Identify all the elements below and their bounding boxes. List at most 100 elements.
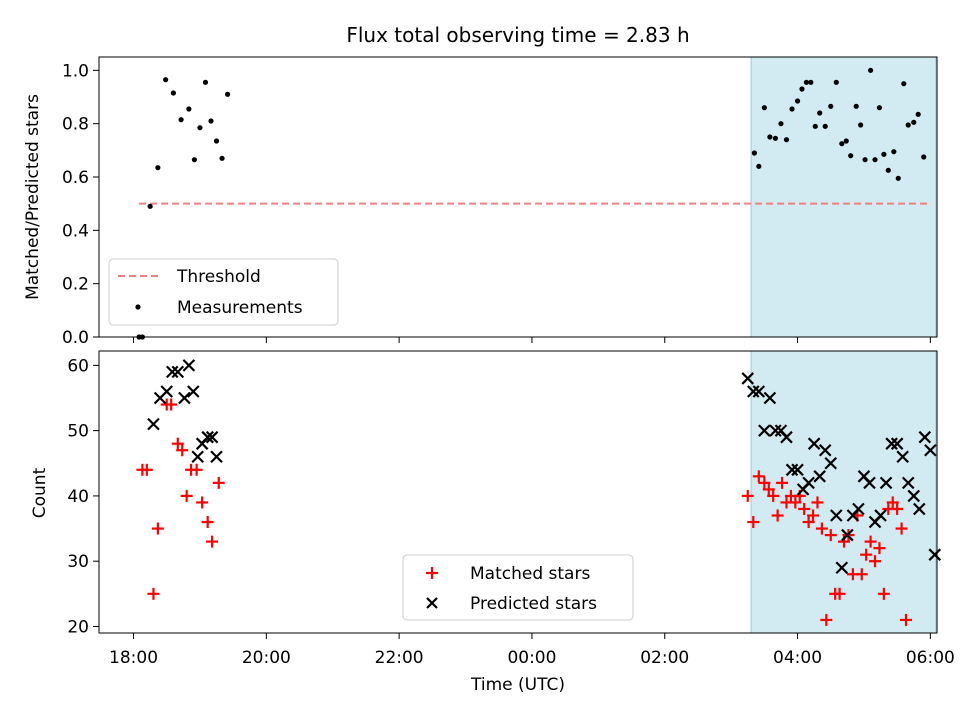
predicted-star-marker (160, 385, 174, 398)
legend-predicted-label: Predicted stars (470, 594, 597, 614)
matched-star-marker (741, 489, 754, 502)
predicted-star-marker (171, 365, 185, 379)
measurement-point (155, 165, 161, 171)
measurement-point (905, 122, 911, 128)
predicted-star-marker (824, 456, 838, 470)
predicted-star-marker (918, 430, 932, 444)
x-tick-label: 20:00 (242, 648, 291, 668)
predicted-star-marker (758, 424, 771, 437)
predicted-star-marker (769, 424, 782, 437)
y-tick-label: 60 (67, 356, 89, 376)
top-x-ticks (133, 337, 931, 343)
count-panel: 20 30 40 50 60 18:00 20:00 22:00 00:00 02:00 04:0… (30, 350, 955, 695)
matched-star-marker (860, 548, 873, 561)
predicted-star-marker (818, 443, 832, 457)
measurement-point (895, 175, 901, 181)
predicted-star-marker (913, 502, 926, 516)
measurement-point (219, 155, 225, 161)
matched-star-marker (895, 522, 908, 535)
matched-star-marker (891, 502, 904, 515)
x-axis: 18:00 20:00 22:00 00:00 02:00 04:00 06:00 (109, 633, 955, 668)
measurement-point (778, 121, 784, 127)
predicted-star-marker (191, 450, 204, 464)
measurement-point (921, 154, 927, 160)
measurement-point (848, 153, 854, 159)
measurement-point (891, 149, 897, 155)
measurement-point (862, 157, 868, 163)
predicted-star-marker (201, 430, 214, 444)
matched-star-marker (877, 587, 890, 600)
predicted-star-marker (852, 502, 865, 516)
measurement-point (197, 125, 203, 131)
legend-matched-label: Matched stars (470, 564, 590, 584)
matched-star-marker (758, 476, 771, 489)
measurement-point (191, 157, 197, 163)
matched-star-marker (147, 587, 160, 600)
matched-star-marker (802, 516, 815, 529)
measurement-point (808, 79, 814, 85)
matched-star-marker (807, 509, 820, 522)
measurement-point (881, 151, 887, 157)
measurement-point (202, 79, 209, 85)
matched-star-marker (798, 502, 811, 515)
matched-star-marker (151, 522, 164, 535)
measurement-point (803, 79, 810, 85)
predicted-star-marker (890, 437, 904, 450)
y-tick-label: 0.8 (62, 115, 89, 135)
measurement-point (799, 86, 805, 92)
predicted-star-marker (763, 391, 777, 405)
measurement-point (828, 103, 834, 109)
predicted-star-marker (841, 528, 854, 542)
predicted-star-marker (205, 430, 219, 444)
bottom-highlight-span (750, 350, 937, 634)
legend-threshold-label: Threshold (176, 267, 261, 287)
predicted-star-marker (802, 476, 815, 490)
predicted-star-marker (187, 385, 200, 398)
measurement-point (178, 117, 184, 123)
predicted-star-points (147, 359, 942, 575)
matched-star-marker (811, 496, 824, 509)
matched-star-marker (767, 489, 780, 502)
measurement-point (789, 106, 795, 112)
predicted-star-marker (830, 509, 843, 522)
measurement-point (761, 105, 767, 111)
predicted-star-marker (791, 463, 804, 477)
matched-star-marker (180, 489, 193, 502)
measurement-point (915, 111, 921, 117)
predicted-star-marker (741, 372, 755, 385)
y-tick-label: 40 (67, 487, 89, 507)
legend-measurements-label: Measurements (177, 298, 303, 318)
x-tick-label: 00:00 (507, 648, 556, 668)
y-tick-label: 1.0 (62, 61, 89, 81)
predicted-star-marker (147, 417, 160, 431)
matched-star-marker (752, 470, 765, 483)
ratio-panel: 0.0 0.2 0.4 0.6 0.8 1.0 Matched/Predicted sta… (23, 56, 938, 348)
predicted-star-marker (863, 476, 876, 490)
matched-star-marker (762, 483, 775, 496)
top-y-axis-label: Matched/Predicted stars (23, 94, 43, 300)
measurement-point (901, 81, 907, 87)
matched-star-points (136, 398, 913, 626)
matched-star-marker (869, 555, 882, 568)
x-tick-label: 04:00 (773, 648, 822, 668)
measurement-point (756, 163, 762, 169)
matched-star-marker (206, 535, 219, 548)
predicted-star-marker (924, 443, 937, 457)
matched-star-marker (776, 476, 789, 489)
top-legend: Threshold Measurements (108, 258, 339, 326)
matched-star-marker (833, 587, 846, 600)
measurement-point (911, 119, 917, 125)
matched-star-marker (771, 509, 784, 522)
matched-star-marker (824, 529, 837, 542)
predicted-star-marker (747, 385, 760, 398)
measurement-point (213, 138, 220, 144)
matched-star-marker (171, 437, 184, 450)
top-highlight-span (750, 56, 937, 338)
measurement-point (186, 106, 192, 112)
legend-predicted-swatch (426, 597, 438, 609)
predicted-star-marker (835, 561, 849, 575)
matched-star-marker (201, 516, 214, 529)
matched-star-marker (864, 535, 877, 548)
y-tick-label: 0.4 (62, 221, 89, 241)
